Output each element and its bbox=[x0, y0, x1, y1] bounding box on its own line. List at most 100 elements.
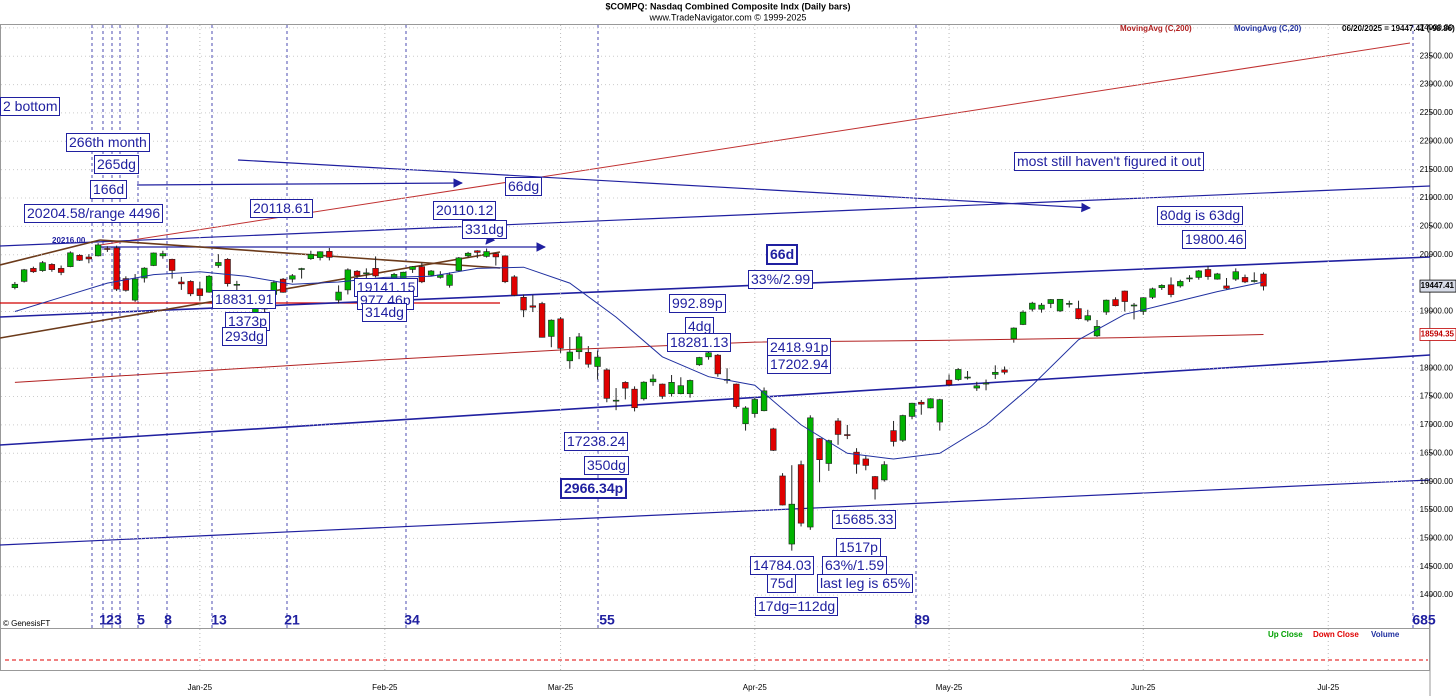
volume-frame bbox=[0, 628, 1430, 671]
candle-body bbox=[955, 369, 962, 380]
candle-body bbox=[1177, 281, 1184, 287]
candle-body bbox=[677, 385, 684, 395]
candle-body bbox=[585, 352, 592, 365]
annotation: last leg is 65% bbox=[817, 574, 914, 593]
annotation: 33%/2.99 bbox=[748, 270, 814, 289]
volume-legend: Volume bbox=[1371, 630, 1400, 639]
candle-body bbox=[1084, 315, 1091, 321]
candle-body bbox=[760, 390, 768, 412]
candle-body bbox=[307, 253, 315, 260]
candle-body bbox=[1066, 303, 1073, 305]
annotation: 2966.34p bbox=[560, 478, 628, 499]
candle-body bbox=[224, 258, 231, 284]
cycle-label: 5 bbox=[137, 612, 145, 628]
candle-body bbox=[11, 283, 19, 288]
price-tag-box bbox=[1419, 328, 1456, 341]
candle-body bbox=[372, 268, 379, 277]
candle-body bbox=[899, 415, 906, 441]
x-tick-label: May-25 bbox=[936, 683, 963, 692]
annotation: 2 bottom bbox=[0, 97, 61, 116]
marks: 14000.00 14500.00 15000.00 15500.00 16000.00… bbox=[1, 23, 1456, 692]
candle-body bbox=[492, 253, 499, 258]
annotation: 18831.91 bbox=[212, 290, 277, 309]
annotation: 20110.12 bbox=[433, 201, 497, 220]
credit: © GenesisFT bbox=[3, 619, 50, 628]
drawn-lines bbox=[0, 25, 1431, 628]
candle-body bbox=[104, 248, 111, 250]
y-tick-label: 16500.00 bbox=[1420, 448, 1454, 457]
candle-body bbox=[1010, 327, 1017, 339]
x-tick-label: Apr-25 bbox=[743, 683, 768, 692]
status: 06/20/2025 = 19447.41 (-98.86) bbox=[1342, 24, 1455, 33]
candle-body bbox=[455, 257, 463, 271]
candle-body bbox=[520, 296, 527, 311]
candle-body bbox=[890, 430, 897, 442]
candle-body bbox=[427, 270, 435, 276]
candle-body bbox=[742, 407, 749, 425]
candle-body bbox=[39, 262, 46, 271]
annotation: 17dg=112dg bbox=[755, 597, 839, 616]
candle-body bbox=[1241, 277, 1249, 283]
candle-body bbox=[85, 256, 93, 260]
annotation: 14784.03 bbox=[750, 556, 815, 575]
moving-average bbox=[14, 266, 1264, 460]
candle-body bbox=[1204, 269, 1212, 277]
cycle-lines bbox=[91, 25, 1414, 628]
candle-body bbox=[1112, 299, 1119, 307]
candle-body bbox=[196, 288, 204, 296]
candle-body bbox=[529, 305, 536, 308]
candle-body bbox=[1260, 273, 1267, 287]
candle-body bbox=[659, 383, 666, 397]
y-tick-label: 16000.00 bbox=[1420, 477, 1454, 486]
candle-body bbox=[131, 278, 139, 301]
candle-body bbox=[1167, 284, 1175, 295]
candle-body bbox=[1251, 280, 1258, 282]
annotation: 2418.91p bbox=[767, 338, 832, 357]
annotation: 266th month bbox=[66, 133, 150, 152]
candle-body bbox=[1223, 285, 1230, 289]
cycle-label: 13 bbox=[211, 612, 227, 628]
annotation: 1517p bbox=[836, 538, 881, 557]
annotation: 331dg bbox=[462, 220, 507, 239]
candle-body bbox=[640, 381, 647, 400]
y-tick-label: 15000.00 bbox=[1420, 533, 1454, 542]
legend-entry: MovingAvg (C,20) bbox=[1234, 24, 1302, 33]
candle-body bbox=[557, 318, 564, 349]
candle-body bbox=[215, 262, 222, 266]
candle-body bbox=[48, 264, 56, 270]
candle-body bbox=[853, 451, 860, 465]
candle-body bbox=[150, 252, 157, 266]
candle-body bbox=[335, 291, 342, 301]
candle-body bbox=[94, 244, 102, 257]
chart-subtitle: www.TradeNavigator.com © 1999-2025 bbox=[649, 12, 807, 22]
candle-body bbox=[1121, 290, 1128, 302]
y-tick-label: 21000.00 bbox=[1420, 193, 1454, 202]
candle-body bbox=[797, 464, 805, 524]
annotation: 1373p bbox=[225, 312, 270, 331]
candle-body bbox=[973, 385, 980, 389]
annotation: 265dg bbox=[94, 155, 139, 174]
candle-body bbox=[945, 379, 953, 385]
candle-body bbox=[964, 376, 971, 379]
candle-body bbox=[871, 476, 879, 490]
annotation: 15685.33 bbox=[832, 510, 897, 529]
y-tick-label: 14500.00 bbox=[1420, 562, 1454, 571]
candle-body bbox=[483, 251, 490, 257]
candle-body bbox=[418, 266, 426, 283]
annotation: 80dg is 63dg bbox=[1157, 206, 1244, 225]
y-tick-label: 21500.00 bbox=[1420, 165, 1454, 174]
candle-body bbox=[631, 388, 638, 409]
candle-body bbox=[927, 398, 934, 409]
x-tick-label: Jul-25 bbox=[1317, 683, 1339, 692]
annotation: 992.89p bbox=[669, 294, 726, 313]
cycle-label: 55 bbox=[599, 612, 615, 628]
annotation: 18281.13 bbox=[667, 333, 732, 352]
candle-body bbox=[464, 252, 472, 257]
candle-body bbox=[1056, 298, 1064, 312]
candle-body bbox=[844, 434, 851, 436]
candle-body bbox=[187, 281, 194, 295]
annotation: most still haven't figured it out bbox=[1014, 152, 1204, 171]
y-tick-label: 17500.00 bbox=[1420, 392, 1454, 401]
candle-body bbox=[1140, 297, 1147, 312]
y-tick-label: 17000.00 bbox=[1420, 420, 1454, 429]
